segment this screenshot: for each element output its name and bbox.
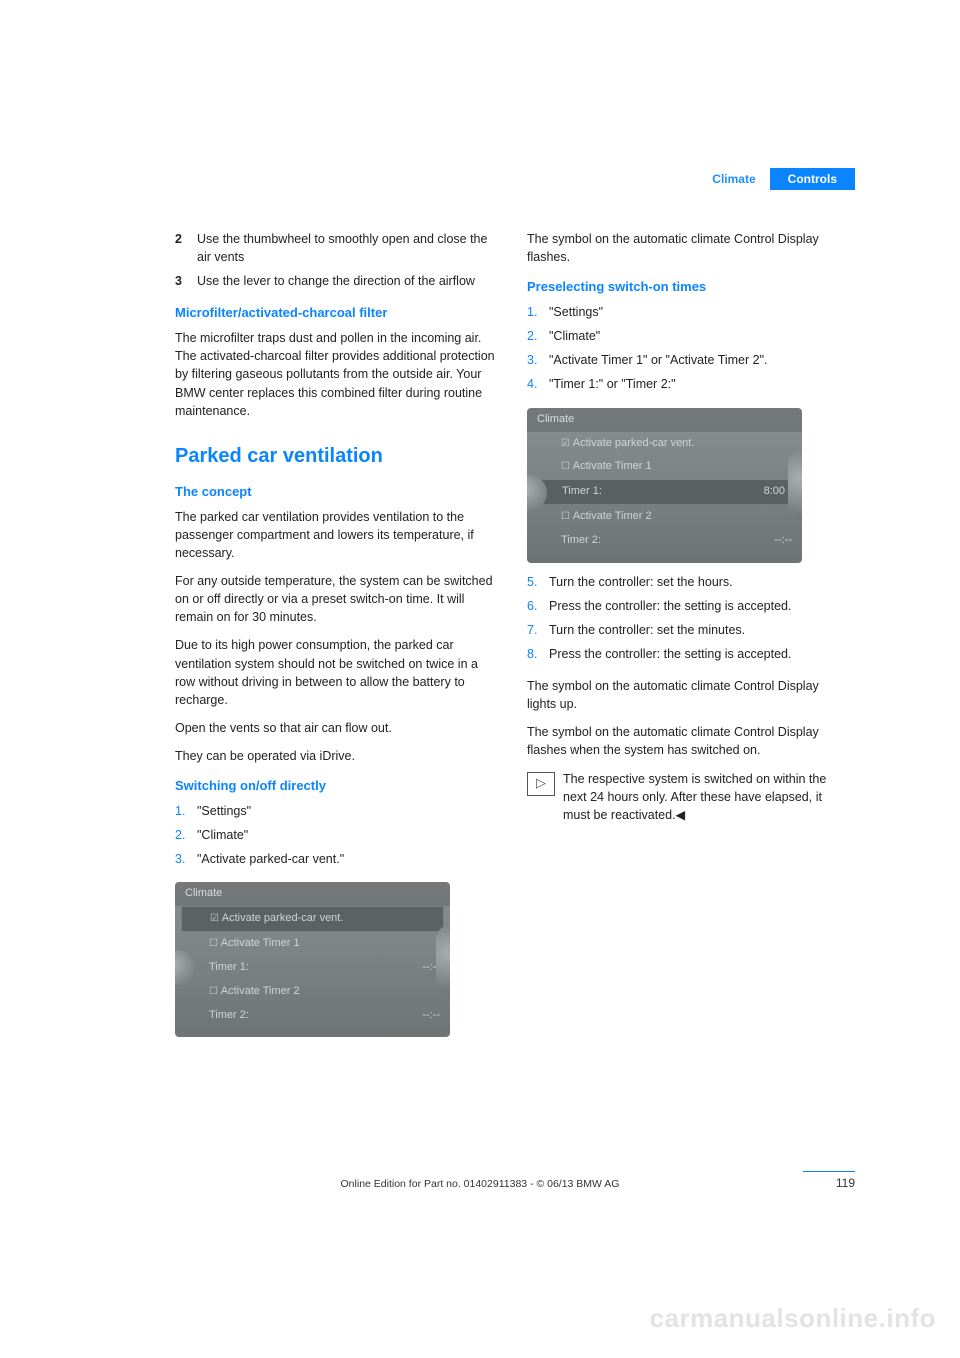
microfilter-text: The microfilter traps dust and pollen in…: [175, 329, 495, 420]
page-content: 2Use the thumbwheel to smoothly open and…: [0, 0, 960, 1047]
menu-label: Activate Timer 1: [209, 936, 300, 952]
concept-p1: The parked car ventilation provides vent…: [175, 508, 495, 562]
step-text: "Activate Timer 1" or "Activate Timer 2"…: [549, 351, 768, 369]
menu-row: Activate Timer 2: [527, 505, 802, 529]
left-column: 2Use the thumbwheel to smoothly open and…: [175, 230, 495, 1047]
lights-up-text: The symbol on the automatic climate Cont…: [527, 677, 847, 713]
menu-value: 8:00: [764, 484, 785, 500]
menu-value: --:--: [774, 533, 792, 549]
step-text: Press the controller: the setting is acc…: [549, 645, 792, 663]
page-number: 119: [803, 1171, 855, 1190]
idrive-screenshot-2: Climate Activate parked-car vent. Activa…: [527, 408, 802, 563]
note-block: ▷ The respective system is switched on w…: [527, 770, 847, 824]
step-number: 7.: [527, 621, 549, 639]
menu-row: Activate parked-car vent.: [527, 432, 802, 456]
list-text: Use the lever to change the direction of…: [197, 272, 475, 290]
preselect-heading: Preselecting switch-on times: [527, 278, 847, 297]
concept-p4: Open the vents so that air can flow out.: [175, 719, 495, 737]
flashes-text: The symbol on the automatic climate Cont…: [527, 723, 847, 759]
flash-text: The symbol on the automatic climate Cont…: [527, 230, 847, 266]
list-text: Use the thumbwheel to smoothly open and …: [197, 230, 495, 266]
step-number: 1.: [175, 802, 197, 820]
menu-row: Timer 1: 8:00: [533, 479, 796, 505]
menu-row: Activate parked-car vent.: [181, 906, 444, 932]
page-header: Climate Controls: [698, 168, 855, 190]
vent-controls-list: 2Use the thumbwheel to smoothly open and…: [175, 230, 495, 290]
menu-label: Timer 1:: [562, 484, 602, 500]
step-number: 2.: [175, 826, 197, 844]
screenshot-title: Climate: [175, 882, 450, 906]
menu-row: Activate Timer 1: [175, 932, 450, 956]
step-text: Turn the controller: set the minutes.: [549, 621, 745, 639]
step-number: 5.: [527, 573, 549, 591]
step-number: 2.: [527, 327, 549, 345]
menu-label: Activate parked-car vent.: [210, 911, 343, 927]
concept-p3: Due to its high power consumption, the p…: [175, 636, 495, 709]
preselect-steps: 1."Settings" 2."Climate" 3."Activate Tim…: [527, 303, 847, 394]
menu-label: Timer 2:: [209, 1008, 249, 1024]
step-text: "Climate": [549, 327, 600, 345]
idrive-screenshot-1: Climate Activate parked-car vent. Activa…: [175, 882, 450, 1037]
microfilter-heading: Microfilter/activated-charcoal filter: [175, 304, 495, 323]
note-text: The respective system is switched on wit…: [563, 770, 847, 824]
step-number: 1.: [527, 303, 549, 321]
menu-row: Activate Timer 2: [175, 980, 450, 1004]
step-text: "Settings": [549, 303, 603, 321]
menu-label: Timer 2:: [561, 533, 601, 549]
watermark: carmanualsonline.info: [650, 1303, 936, 1334]
menu-label: Activate Timer 1: [561, 459, 652, 475]
menu-row: Timer 2: --:--: [527, 529, 802, 553]
menu-label: Timer 1:: [209, 960, 249, 976]
concept-p2: For any outside temperature, the system …: [175, 572, 495, 626]
step-text: Turn the controller: set the hours.: [549, 573, 733, 591]
step-number: 3.: [175, 850, 197, 868]
screenshot-title: Climate: [527, 408, 802, 432]
controller-edge-icon: [436, 925, 450, 995]
switching-steps: 1."Settings" 2."Climate" 3."Activate par…: [175, 802, 495, 868]
step-number: 6.: [527, 597, 549, 615]
menu-row: Activate Timer 1: [527, 455, 802, 479]
list-number: 2: [175, 230, 197, 266]
concept-heading: The concept: [175, 483, 495, 502]
header-section-label: Climate: [698, 172, 769, 186]
controller-edge-icon: [788, 450, 802, 520]
step-number: 8.: [527, 645, 549, 663]
right-column: The symbol on the automatic climate Cont…: [527, 230, 847, 1047]
menu-label: Activate Timer 2: [561, 509, 652, 525]
switching-heading: Switching on/off directly: [175, 777, 495, 796]
menu-label: Activate Timer 2: [209, 984, 300, 1000]
menu-value: --:--: [422, 1008, 440, 1024]
step-text: "Timer 1:" or "Timer 2:": [549, 375, 676, 393]
menu-row: Timer 1:--:--: [175, 956, 450, 980]
step-text: "Climate": [197, 826, 248, 844]
step-text: Press the controller: the setting is acc…: [549, 597, 792, 615]
controller-steps: 5.Turn the controller: set the hours. 6.…: [527, 573, 847, 664]
header-chapter-label: Controls: [770, 168, 855, 190]
menu-row: Timer 2: --:--: [175, 1004, 450, 1028]
parked-ventilation-heading: Parked car ventilation: [175, 442, 495, 471]
concept-p5: They can be operated via iDrive.: [175, 747, 495, 765]
play-icon: ▷: [527, 772, 555, 796]
step-number: 3.: [527, 351, 549, 369]
step-number: 4.: [527, 375, 549, 393]
list-number: 3: [175, 272, 197, 290]
step-text: "Settings": [197, 802, 251, 820]
step-text: "Activate parked-car vent.": [197, 850, 344, 868]
menu-label: Activate parked-car vent.: [561, 436, 694, 452]
